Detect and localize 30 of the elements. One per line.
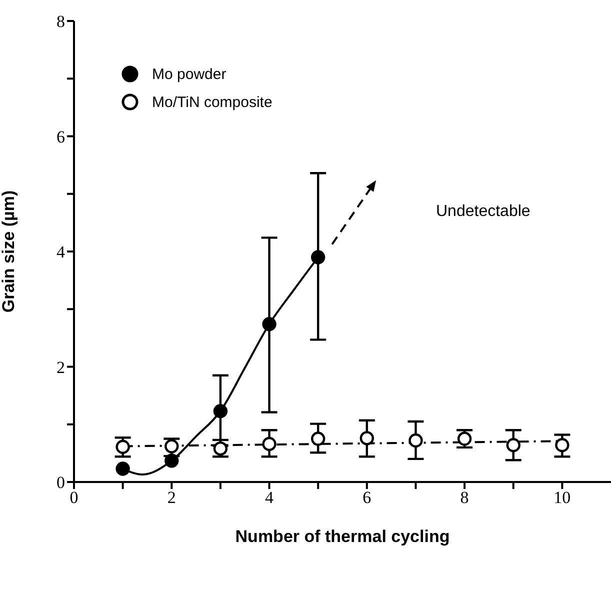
- point: [360, 431, 374, 446]
- point: [408, 433, 423, 448]
- point: [213, 404, 228, 418]
- point: [310, 432, 326, 446]
- y-tick-label: 8: [56, 12, 65, 32]
- point: [164, 454, 179, 468]
- y-tick-label: 4: [56, 242, 66, 262]
- x-tick-label: 6: [362, 488, 372, 508]
- x-tick-label: 2: [167, 488, 176, 508]
- point: [310, 250, 326, 264]
- point: [262, 317, 276, 332]
- y-tick-label: 6: [56, 127, 65, 146]
- legend-label: Mo/TiN composite: [152, 94, 272, 110]
- point: [262, 436, 276, 452]
- point: [555, 438, 570, 452]
- x-axis-title: Number of thermal cycling: [235, 527, 450, 546]
- legend-label: Mo powder: [152, 66, 226, 82]
- annotation: Undetectable: [436, 203, 530, 221]
- y-tick-label: 2: [56, 358, 65, 377]
- point: [457, 432, 472, 446]
- y-axis-title: Grain size (µm): [0, 190, 18, 313]
- x-tick-label: 10: [554, 488, 571, 508]
- point: [116, 440, 130, 454]
- x-tick-label: 8: [460, 488, 469, 508]
- x-tick-label: 4: [265, 488, 274, 508]
- point: [506, 438, 520, 452]
- y-tick-label: 0: [56, 473, 65, 492]
- point: [164, 439, 179, 454]
- point: [116, 462, 130, 476]
- x-tick-label: 0: [70, 488, 78, 508]
